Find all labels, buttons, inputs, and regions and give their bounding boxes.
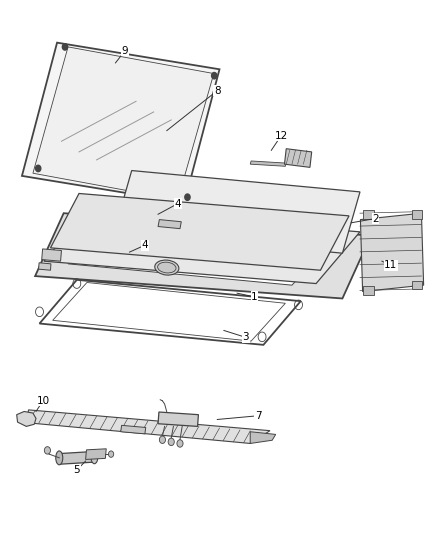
Polygon shape [411, 210, 421, 219]
Text: 7: 7 [254, 411, 261, 421]
Text: 5: 5 [73, 465, 80, 475]
Polygon shape [50, 193, 348, 270]
Polygon shape [120, 425, 145, 434]
Polygon shape [42, 249, 61, 261]
Polygon shape [162, 202, 186, 212]
Polygon shape [17, 411, 36, 426]
Circle shape [62, 44, 67, 50]
Text: 4: 4 [174, 199, 181, 208]
Polygon shape [68, 220, 332, 285]
Circle shape [44, 447, 50, 454]
Polygon shape [363, 210, 373, 219]
Polygon shape [33, 47, 213, 200]
Polygon shape [411, 281, 421, 289]
Polygon shape [158, 412, 198, 426]
Text: 1: 1 [251, 292, 258, 302]
Polygon shape [85, 449, 106, 459]
Polygon shape [250, 161, 286, 166]
Polygon shape [39, 280, 300, 345]
Circle shape [159, 436, 165, 443]
Text: 10: 10 [36, 396, 49, 406]
Polygon shape [250, 432, 275, 443]
Text: 11: 11 [383, 261, 396, 270]
Polygon shape [363, 286, 373, 295]
Polygon shape [59, 451, 94, 464]
Polygon shape [26, 410, 269, 443]
Polygon shape [39, 263, 51, 270]
Polygon shape [158, 220, 181, 229]
Ellipse shape [91, 450, 98, 464]
Circle shape [184, 194, 190, 200]
Text: 9: 9 [121, 46, 128, 55]
Polygon shape [44, 209, 359, 284]
Circle shape [168, 438, 174, 446]
Polygon shape [284, 149, 311, 167]
Ellipse shape [56, 451, 63, 465]
Text: 12: 12 [274, 131, 287, 141]
Text: 8: 8 [213, 86, 220, 95]
Text: 4: 4 [141, 240, 148, 250]
Ellipse shape [155, 260, 178, 275]
Text: 3: 3 [242, 333, 249, 342]
Polygon shape [53, 282, 285, 341]
Circle shape [177, 440, 183, 447]
Ellipse shape [157, 262, 176, 273]
Polygon shape [35, 213, 370, 298]
Circle shape [35, 165, 41, 172]
Polygon shape [360, 213, 423, 292]
Text: 2: 2 [371, 214, 378, 223]
Polygon shape [114, 171, 359, 253]
Polygon shape [22, 43, 219, 203]
Circle shape [108, 451, 113, 457]
Circle shape [211, 72, 216, 79]
